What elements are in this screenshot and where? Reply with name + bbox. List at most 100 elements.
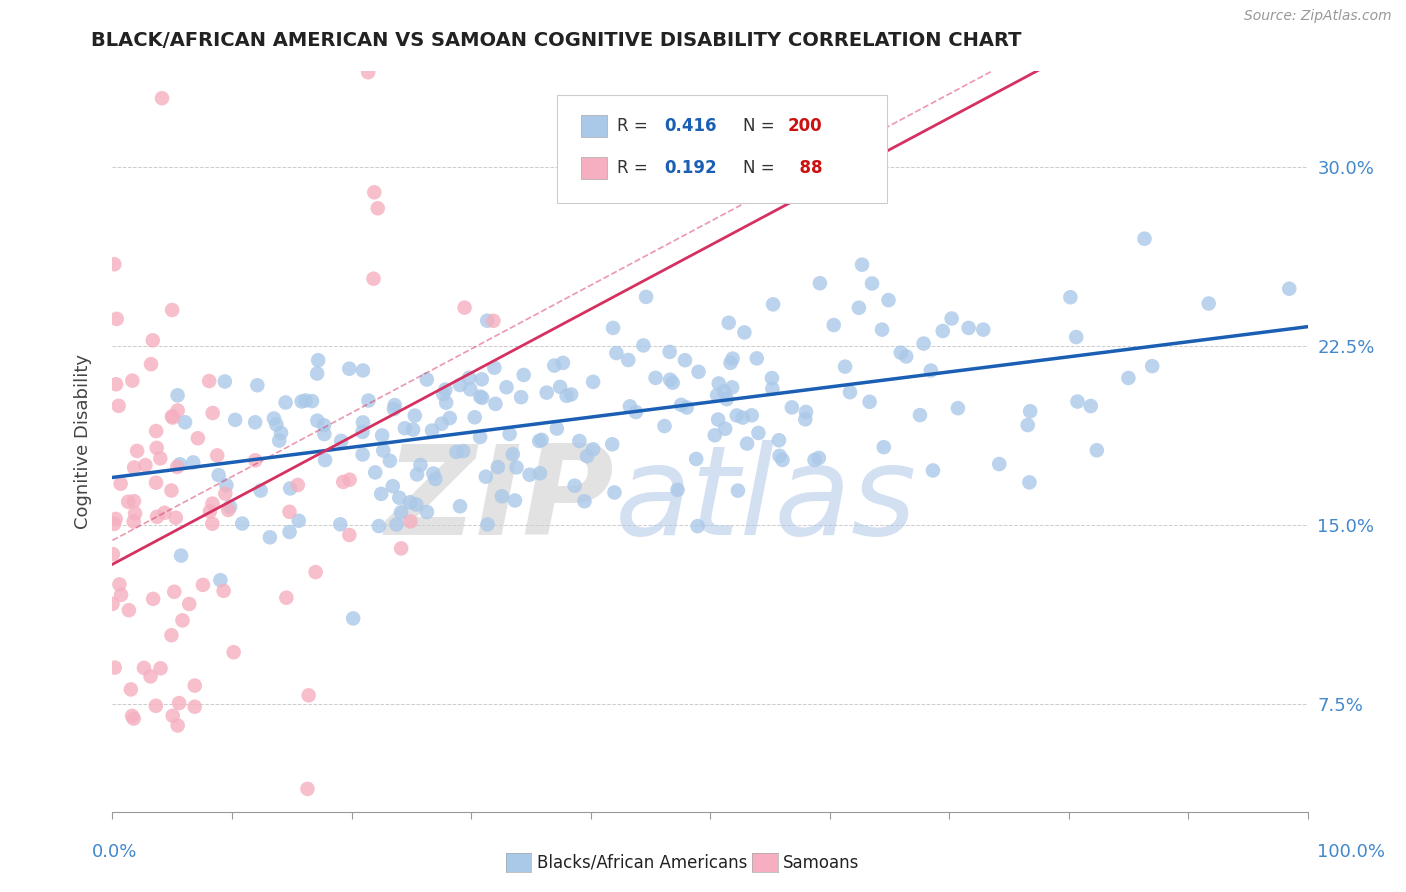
Point [332,475,354,489]
Text: N =: N = [744,159,775,177]
Point [409,458,432,472]
Point [301,394,323,409]
Point [505,460,527,475]
Point [399,515,422,529]
Point [721,351,744,366]
Point [394,421,416,435]
Point [297,781,319,796]
Point [117,495,139,509]
Point [183,699,205,714]
Point [894,350,917,364]
Point [160,409,183,424]
Point [278,524,301,539]
Point [105,823,128,838]
Point [121,374,143,388]
Point [551,356,574,370]
Point [122,712,145,726]
Point [224,413,246,427]
Point [574,494,596,508]
Point [624,405,647,419]
Point [169,457,191,471]
Point [468,430,491,444]
Point [329,517,352,532]
Point [434,383,457,397]
Point [654,419,676,434]
Point [725,409,748,423]
Point [165,510,187,524]
Text: 100.0%: 100.0% [1317,843,1385,861]
Point [259,530,281,544]
Point [352,425,374,439]
Point [530,433,553,447]
Point [1017,418,1039,433]
Point [307,353,329,368]
Point [101,597,124,611]
Point [110,476,132,491]
Point [617,353,640,368]
Point [352,416,374,430]
Point [153,506,176,520]
Point [363,186,385,200]
Point [449,378,471,392]
Point [214,486,236,500]
Point [1140,359,1163,373]
Point [104,512,127,526]
Point [270,425,292,440]
Point [605,346,627,360]
Point [877,293,900,307]
Point [382,402,405,417]
Point [432,387,454,401]
Point [307,414,329,428]
Point [425,472,447,486]
Point [741,409,763,423]
Point [384,398,406,412]
Point [661,376,683,390]
Point [714,422,737,436]
Point [858,394,880,409]
Point [458,371,481,385]
Point [932,324,955,338]
Point [399,495,422,509]
Point [416,372,439,386]
Text: 0.416: 0.416 [665,117,717,135]
Point [266,417,288,432]
Point [388,491,411,505]
Point [146,509,169,524]
Point [717,316,740,330]
Point [149,661,172,675]
Text: BLACK/AFRICAN AMERICAN VS SAMOAN COGNITIVE DISABILITY CORRELATION CHART: BLACK/AFRICAN AMERICAN VS SAMOAN COGNITI… [91,31,1022,50]
Point [205,449,228,463]
Text: 0.192: 0.192 [665,159,717,177]
Point [503,493,526,508]
Point [720,356,742,370]
Point [297,689,319,703]
Point [912,336,935,351]
Point [713,384,735,399]
Point [673,353,696,368]
Point [132,661,155,675]
Point [357,65,380,79]
Point [659,373,682,387]
Text: Samoans: Samoans [783,854,859,871]
Point [1133,232,1156,246]
Point [470,390,492,404]
Point [107,399,129,413]
Point [122,494,145,508]
Point [352,447,374,461]
Point [707,412,730,426]
Point [636,290,658,304]
Point [707,376,730,391]
Point [357,393,380,408]
Point [794,412,817,426]
Point [529,467,551,481]
Point [245,453,267,467]
Point [675,401,697,415]
Point [209,573,232,587]
Point [222,645,245,659]
Point [762,297,785,311]
Point [385,517,408,532]
Point [451,444,474,458]
Point [172,613,194,627]
Point [402,423,425,437]
Point [342,611,364,625]
